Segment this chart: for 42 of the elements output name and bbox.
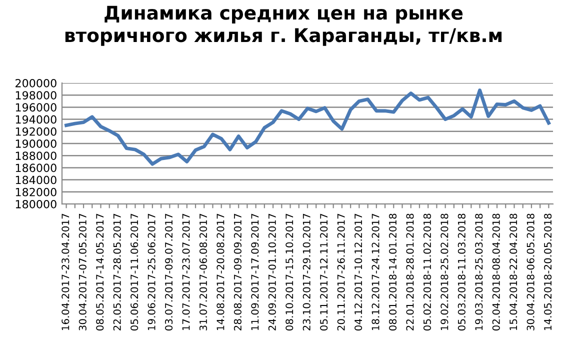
y-tick-label: 182000 (16, 188, 56, 196)
x-tick-label: 08.05.2017-14.05.2017 (96, 214, 104, 330)
x-tick-label: 22.01.2018-28.01.2018 (406, 214, 414, 330)
y-tick-label: 200000 (16, 78, 56, 88)
chart-title: Динамика средних цен на рынке вторичного жилья г. Караганды, тг/кв.м (65, 6, 502, 46)
x-tick-label: 05.02.2018-11.02.2018 (423, 214, 431, 330)
y-tick-label: 192000 (16, 127, 56, 136)
x-tick-label: 31.07.2017-06.08.2017 (199, 214, 208, 330)
y-tick-label: 186000 (16, 164, 56, 172)
y-tick-label: 180000 (16, 200, 56, 208)
x-tick-label: 19.03.2018-25.03.2018 (475, 214, 483, 330)
y-tick-label: 194000 (16, 115, 56, 124)
line-series (64, 88, 550, 166)
y-tick-label: 184000 (16, 176, 56, 184)
x-tick-label: 14.08.2017-20.08.2017 (216, 214, 224, 330)
x-tick-label: 14.05.2018-20.05.2018 (544, 214, 552, 330)
x-tick-label: 02.04.2018-08.04.2018 (492, 214, 500, 330)
x-tick-label: 03.07.2017-09.07.2017 (165, 214, 173, 330)
x-tick-label: 24.09.2017-01.10.2017 (268, 214, 276, 330)
x-tick-label: 04.12.2017-10.12.2017 (354, 214, 362, 330)
x-tick-label: 08.10.2017-15.10.2017 (286, 214, 294, 330)
x-tick-label: 23.10.2017-29.10.2017 (302, 214, 310, 330)
y-tick-label: 190000 (16, 139, 56, 148)
x-tick-label: 30.04.2017-07.05.2017 (78, 214, 86, 330)
x-tick-label: 22.05.2017-28.05.2017 (113, 214, 121, 330)
x-tick-label: 11.09.2017-17.09.2017 (251, 214, 259, 330)
x-tick-label: 18.12.2017-24.12.2017 (372, 214, 380, 330)
y-tick-label: 198000 (16, 91, 56, 100)
x-tick-label: 05.06.2017-11.06.2017 (130, 214, 138, 330)
y-tick-label: 196000 (16, 103, 56, 112)
y-tick-label: 188000 (16, 152, 56, 160)
x-tick-label: 28.08.2017-09.09.2017 (234, 214, 242, 330)
x-tick-label: 19.06.2017-25.06.2017 (148, 214, 156, 330)
x-tick-label: 20.11.2017-26.11.2017 (337, 214, 345, 330)
x-tick-label: 17.07.2017-23.07.2017 (182, 214, 190, 330)
x-tick-label: 16.04.2017-23.04.2017 (62, 214, 70, 330)
x-tick-label: 19.02.2018-25.02.2018 (440, 214, 448, 330)
x-tick-label: 30.04.2018-06.05.2018 (526, 214, 534, 330)
x-tick-label: 05.11.2017-12.11.2017 (320, 214, 328, 330)
x-tick-label: 08.01.2018-14.01.2018 (388, 214, 397, 330)
x-tick-label: 15.04.2018-22.04.2018 (510, 214, 518, 330)
x-tick-label: 05.03.2018-11.03.2018 (458, 214, 466, 330)
